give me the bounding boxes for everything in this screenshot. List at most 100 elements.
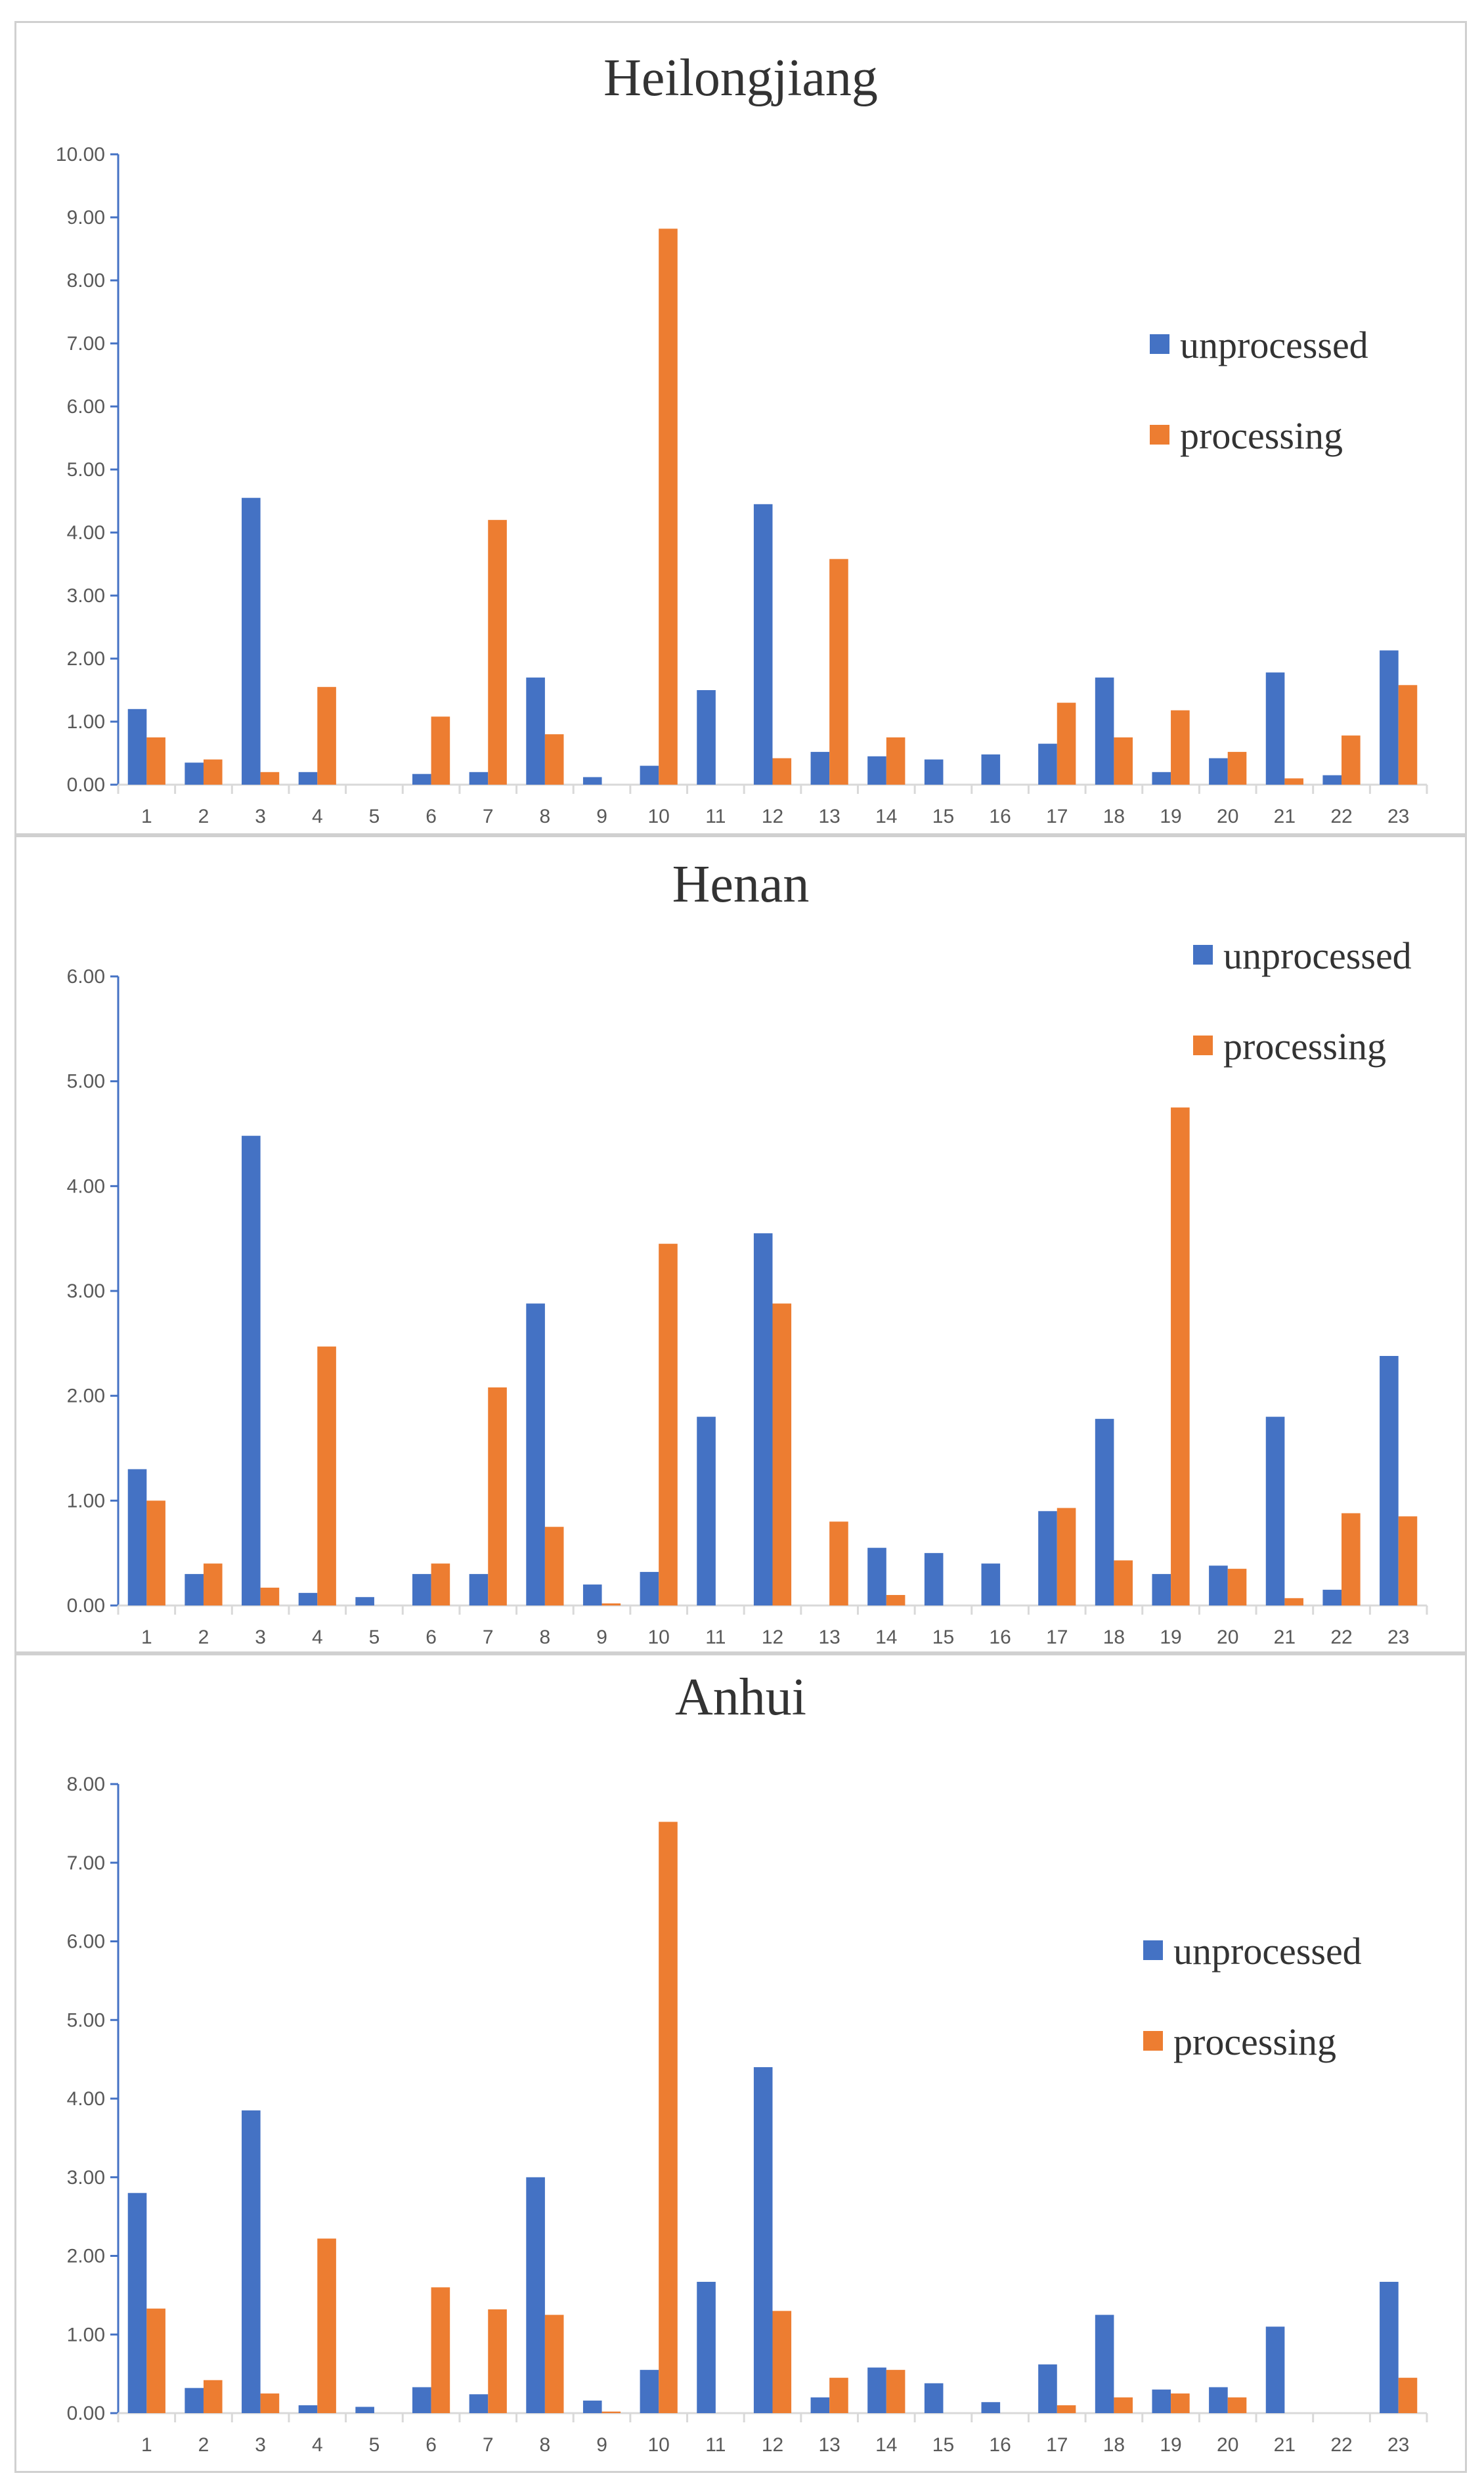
chart-henan: Henan 0.001.002.003.004.005.006.001 2 3 4 5 6… <box>67 856 1428 1648</box>
x-tick-label: 9 <box>596 2434 607 2456</box>
x-tick-label: 17 <box>1046 806 1068 827</box>
bar-unprocessed-9 <box>582 1584 602 1605</box>
bar-processing-13 <box>829 559 848 785</box>
bar-unprocessed-19 <box>1152 1574 1171 1605</box>
y-tick-label: 2.00 <box>67 1386 105 1407</box>
bar-processing-10 <box>659 1244 678 1605</box>
bar-processing-3 <box>260 1587 280 1605</box>
bar-unprocessed-22 <box>1322 1590 1342 1605</box>
bar-processing-9 <box>601 1603 621 1605</box>
bar-processing-21 <box>1284 1598 1303 1605</box>
bar-unprocessed-7 <box>469 1574 489 1605</box>
bar-unprocessed-7 <box>469 2394 489 2413</box>
y-tick-label: 0.00 <box>67 1595 105 1617</box>
legend-swatch-processing <box>1193 1036 1213 1055</box>
bar-unprocessed-2 <box>185 762 204 785</box>
bar-unprocessed-17 <box>1038 743 1057 785</box>
bar-unprocessed-13 <box>810 752 830 785</box>
bar-unprocessed-6 <box>412 774 431 785</box>
bar-processing-17 <box>1057 1508 1076 1605</box>
y-tick-label: 5.00 <box>67 1071 105 1093</box>
y-tick-label: 2.00 <box>67 2246 105 2267</box>
legend-swatch-unprocessed <box>1150 334 1169 354</box>
bar-unprocessed-3 <box>242 498 261 785</box>
y-tick-label: 1.00 <box>67 2324 105 2346</box>
chart-anhui: Anhui 0.00 1.00 2.00 3.00 4.00 5.00 6.00 7.00 8.… <box>67 1669 1428 2456</box>
x-tick-label: 13 <box>818 806 840 827</box>
x-tick-label: 5 <box>369 1626 380 1648</box>
x-tick-label: 20 <box>1217 806 1238 827</box>
bar-processing-3 <box>260 772 280 785</box>
bar-processing-18 <box>1114 737 1133 785</box>
chart-panel-heilongjiang: Heilongjiang 0.00 1.00 2.00 3.00 4.00 5.00 6.0… <box>14 21 1467 835</box>
x-tick-label: 11 <box>705 2434 726 2456</box>
x-tick-label: 19 <box>1160 2434 1181 2456</box>
x-tick-label: 14 <box>875 1626 897 1648</box>
x-tick-label: 18 <box>1103 806 1125 827</box>
bar-unprocessed-23 <box>1380 2282 1399 2413</box>
x-tick-label: 10 <box>648 2434 670 2456</box>
x-tick-label: 3 <box>255 806 266 827</box>
bar-unprocessed-20 <box>1209 758 1228 785</box>
x-tick-label: 22 <box>1330 806 1352 827</box>
bar-processing-21 <box>1284 778 1303 785</box>
bar-unprocessed-11 <box>697 2282 716 2413</box>
bar-processing-19 <box>1171 2393 1190 2413</box>
x-tick-label: 10 <box>648 1626 670 1648</box>
bar-unprocessed-18 <box>1095 1418 1114 1605</box>
legend-swatch-unprocessed <box>1143 1940 1163 1960</box>
bar-unprocessed-21 <box>1265 1416 1285 1605</box>
x-tick-label: 6 <box>426 1626 437 1648</box>
x-tick-label: 2 <box>198 2434 209 2456</box>
x-tick-label: 5 <box>369 2434 380 2456</box>
bar-processing-4 <box>317 2238 336 2413</box>
x-tick-label: 19 <box>1160 1626 1181 1648</box>
bar-unprocessed-3 <box>242 1135 261 1605</box>
bar-processing-20 <box>1227 752 1247 785</box>
bar-processing-1 <box>146 2308 165 2413</box>
y-tick-label: 8.00 <box>67 270 105 292</box>
x-tick-label: 9 <box>596 1626 607 1648</box>
y-tick-label: 6.00 <box>67 966 105 988</box>
bar-unprocessed-1 <box>127 2193 147 2413</box>
bar-processing-7 <box>488 2309 507 2413</box>
y-tick-label: 1.00 <box>67 711 105 733</box>
bar-processing-23 <box>1398 685 1418 785</box>
y-tick-label: 4.00 <box>67 2088 105 2110</box>
x-tick-label: 21 <box>1274 1626 1296 1648</box>
legend-swatch-unprocessed <box>1193 945 1213 965</box>
legend-swatch-processing <box>1150 425 1169 445</box>
x-tick-label: 7 <box>483 1626 494 1648</box>
y-tick-label: 2.00 <box>67 648 105 670</box>
y-tick-label: 3.00 <box>67 585 105 607</box>
bar-unprocessed-8 <box>526 2177 545 2413</box>
bar-processing-23 <box>1398 1516 1418 1605</box>
bar-unprocessed-13 <box>810 2397 830 2413</box>
y-tick-label: 5.00 <box>67 459 105 481</box>
y-tick-label: 4.00 <box>67 522 105 544</box>
bar-processing-2 <box>203 2380 223 2413</box>
y-tick-label: 4.00 <box>67 1175 105 1197</box>
x-tick-label: 15 <box>932 2434 954 2456</box>
bar-unprocessed-14 <box>867 756 886 785</box>
bar-unprocessed-19 <box>1152 772 1171 785</box>
bar-unprocessed-12 <box>753 2067 773 2413</box>
x-tick-label: 4 <box>312 2434 323 2456</box>
x-tick-label: 4 <box>312 806 323 827</box>
y-tick-label: 5.00 <box>67 2009 105 2031</box>
bar-unprocessed-21 <box>1265 2326 1285 2413</box>
bar-processing-19 <box>1171 710 1190 785</box>
bar-unprocessed-14 <box>867 1548 886 1605</box>
bar-processing-13 <box>829 2378 848 2413</box>
bar-unprocessed-2 <box>185 1574 204 1605</box>
y-tick-label: 7.00 <box>67 1852 105 1874</box>
bar-processing-20 <box>1227 2397 1247 2413</box>
y-tick-label: 10.00 <box>56 144 105 165</box>
bar-unprocessed-8 <box>526 1303 545 1605</box>
y-tick-label: 0.00 <box>67 2403 105 2424</box>
x-tick-label: 7 <box>483 2434 494 2456</box>
x-tick-label: 15 <box>932 1626 954 1648</box>
bar-unprocessed-11 <box>697 1416 716 1605</box>
bar-processing-22 <box>1342 735 1361 785</box>
legend-label-unprocessed: unprocessed <box>1180 324 1368 366</box>
